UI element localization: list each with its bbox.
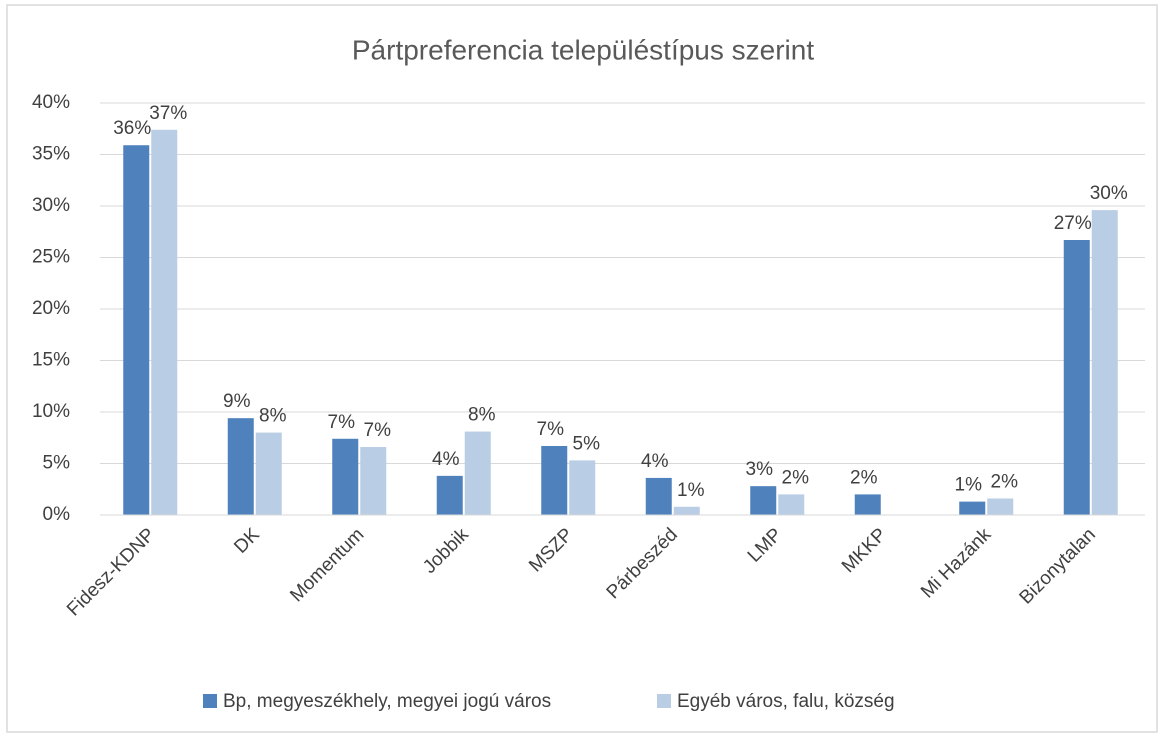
- data-label: 5%: [573, 433, 601, 454]
- bar: [854, 494, 881, 515]
- bar: [227, 418, 254, 515]
- data-label: 36%: [113, 118, 151, 139]
- data-label: 7%: [364, 420, 392, 441]
- bar: [332, 438, 359, 515]
- bar: [750, 486, 777, 515]
- bar: [360, 447, 387, 515]
- data-label: 37%: [149, 103, 187, 124]
- data-label: 27%: [1054, 213, 1092, 234]
- bar: [778, 494, 805, 515]
- bar: [1091, 210, 1118, 515]
- bar: [436, 475, 463, 515]
- bar: [255, 432, 282, 515]
- data-label: 8%: [468, 405, 496, 426]
- data-label: 2%: [850, 467, 878, 488]
- y-tick-label: 15%: [32, 350, 70, 371]
- legend-swatch: [203, 694, 217, 708]
- data-label: 8%: [259, 406, 287, 427]
- data-label: 2%: [782, 467, 810, 488]
- bar: [959, 501, 986, 515]
- data-label: 1%: [677, 480, 705, 501]
- legend-label: Bp, megyeszékhely, megyei jogú város: [223, 691, 551, 712]
- data-label: 7%: [537, 419, 565, 440]
- data-label: 4%: [432, 449, 460, 470]
- data-label: 3%: [746, 459, 774, 480]
- data-label: 9%: [223, 391, 251, 412]
- bar: [464, 431, 491, 515]
- bar: [151, 129, 178, 515]
- y-tick-label: 30%: [32, 195, 70, 216]
- legend-label: Egyéb város, falu, község: [677, 691, 895, 712]
- bar: [645, 477, 672, 515]
- bar: [541, 445, 568, 515]
- chart-title: Pártpreferencia településtípus szerint: [352, 34, 814, 65]
- bar: [569, 460, 596, 515]
- y-tick-label: 25%: [32, 247, 70, 268]
- y-tick-label: 0%: [43, 504, 71, 525]
- data-label: 4%: [641, 451, 669, 472]
- y-tick-label: 20%: [32, 298, 70, 319]
- data-label: 30%: [1090, 183, 1128, 204]
- data-label: 2%: [991, 472, 1019, 493]
- y-tick-label: 5%: [43, 453, 71, 474]
- data-label: 7%: [328, 412, 356, 433]
- y-tick-label: 35%: [32, 144, 70, 165]
- legend-swatch: [657, 694, 671, 708]
- bar: [1063, 239, 1090, 516]
- y-tick-label: 10%: [32, 401, 70, 422]
- y-tick-label: 40%: [32, 92, 70, 113]
- bar: [673, 506, 700, 515]
- bar: [987, 498, 1014, 515]
- data-label: 1%: [955, 475, 983, 496]
- chart-frame: [6, 4, 1158, 733]
- bar: [123, 145, 150, 516]
